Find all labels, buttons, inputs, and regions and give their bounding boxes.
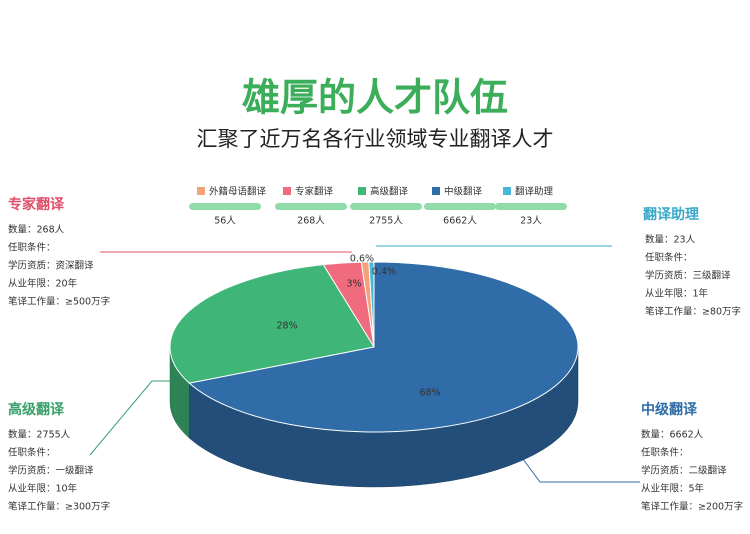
count-label: 6662人 (443, 216, 477, 227)
panel-line: 笔译工作量：≥500万字 (8, 296, 110, 308)
pie-slice (368, 261, 375, 348)
legend-bar (495, 203, 567, 210)
panel-line: 数量：23人 (645, 234, 696, 246)
value-label: 68% (419, 388, 440, 399)
panel-line: 从业年限：5年 (641, 483, 705, 495)
count-label: 56人 (214, 216, 236, 227)
pie-slice (169, 264, 375, 384)
chart-title: 雄厚的人才队伍 (242, 76, 508, 120)
count-label: 268人 (297, 216, 325, 227)
count-label: 23人 (520, 216, 542, 227)
legend-label: 专家翻译 (295, 186, 334, 198)
panel-line: 从业年限：10年 (8, 483, 78, 495)
panel-title: 翻译助理 (643, 206, 699, 223)
pie-slice (188, 261, 579, 433)
panel-title: 高级翻译 (8, 401, 65, 418)
legend-swatch (283, 187, 291, 195)
panel-line: 数量：2755人 (8, 429, 71, 441)
panel-line: 任职条件： (8, 242, 56, 254)
legend-bar (424, 203, 496, 210)
panel-line: 学历资质：三级翻译 (645, 270, 731, 282)
legend-label: 中级翻译 (444, 186, 483, 198)
legend-bar (275, 203, 347, 210)
leader-lines (89, 245, 640, 483)
panel-line: 任职条件： (645, 252, 693, 264)
value-label: 0.6% (350, 254, 374, 265)
value-label: 28% (276, 321, 297, 332)
legend-label: 翻译助理 (515, 186, 554, 198)
legend-swatch (432, 187, 440, 195)
value-label: 3% (346, 279, 361, 290)
count-label: 2755人 (369, 216, 403, 227)
panel-line: 笔译工作量：≥200万字 (641, 501, 743, 513)
pie-tops (169, 261, 579, 433)
panel-line: 数量：6662人 (641, 429, 704, 441)
leader-line (519, 454, 640, 483)
chart-subtitle: 汇聚了近万名各行业领域专业翻译人才 (197, 127, 554, 151)
panel-title: 专家翻译 (8, 196, 65, 213)
panel-line: 任职条件： (8, 447, 56, 459)
panel-line: 笔译工作量：≥300万字 (8, 501, 110, 513)
legend-label: 外籍母语翻译 (209, 186, 267, 198)
legend-bar (350, 203, 422, 210)
panel-line: 从业年限：1年 (645, 288, 709, 300)
panel-line: 数量：268人 (8, 224, 65, 236)
panel-line: 学历资质：二级翻译 (641, 465, 727, 477)
panel-line: 学历资质：一级翻译 (8, 465, 94, 477)
panel-line: 从业年限：20年 (8, 278, 78, 290)
value-label: 0.4% (372, 267, 396, 278)
legend-swatch (503, 187, 511, 195)
panel-line: 学历资质：资深翻译 (8, 260, 94, 272)
panel-title: 中级翻译 (641, 401, 698, 418)
legend-bar (189, 203, 261, 210)
leader-line (89, 380, 178, 456)
legend-swatch (358, 187, 366, 195)
legend-label: 高级翻译 (370, 186, 409, 198)
legend-swatch (197, 187, 205, 195)
panel-line: 任职条件： (641, 447, 689, 459)
panel-line: 笔译工作量：≥80万字 (645, 306, 741, 318)
